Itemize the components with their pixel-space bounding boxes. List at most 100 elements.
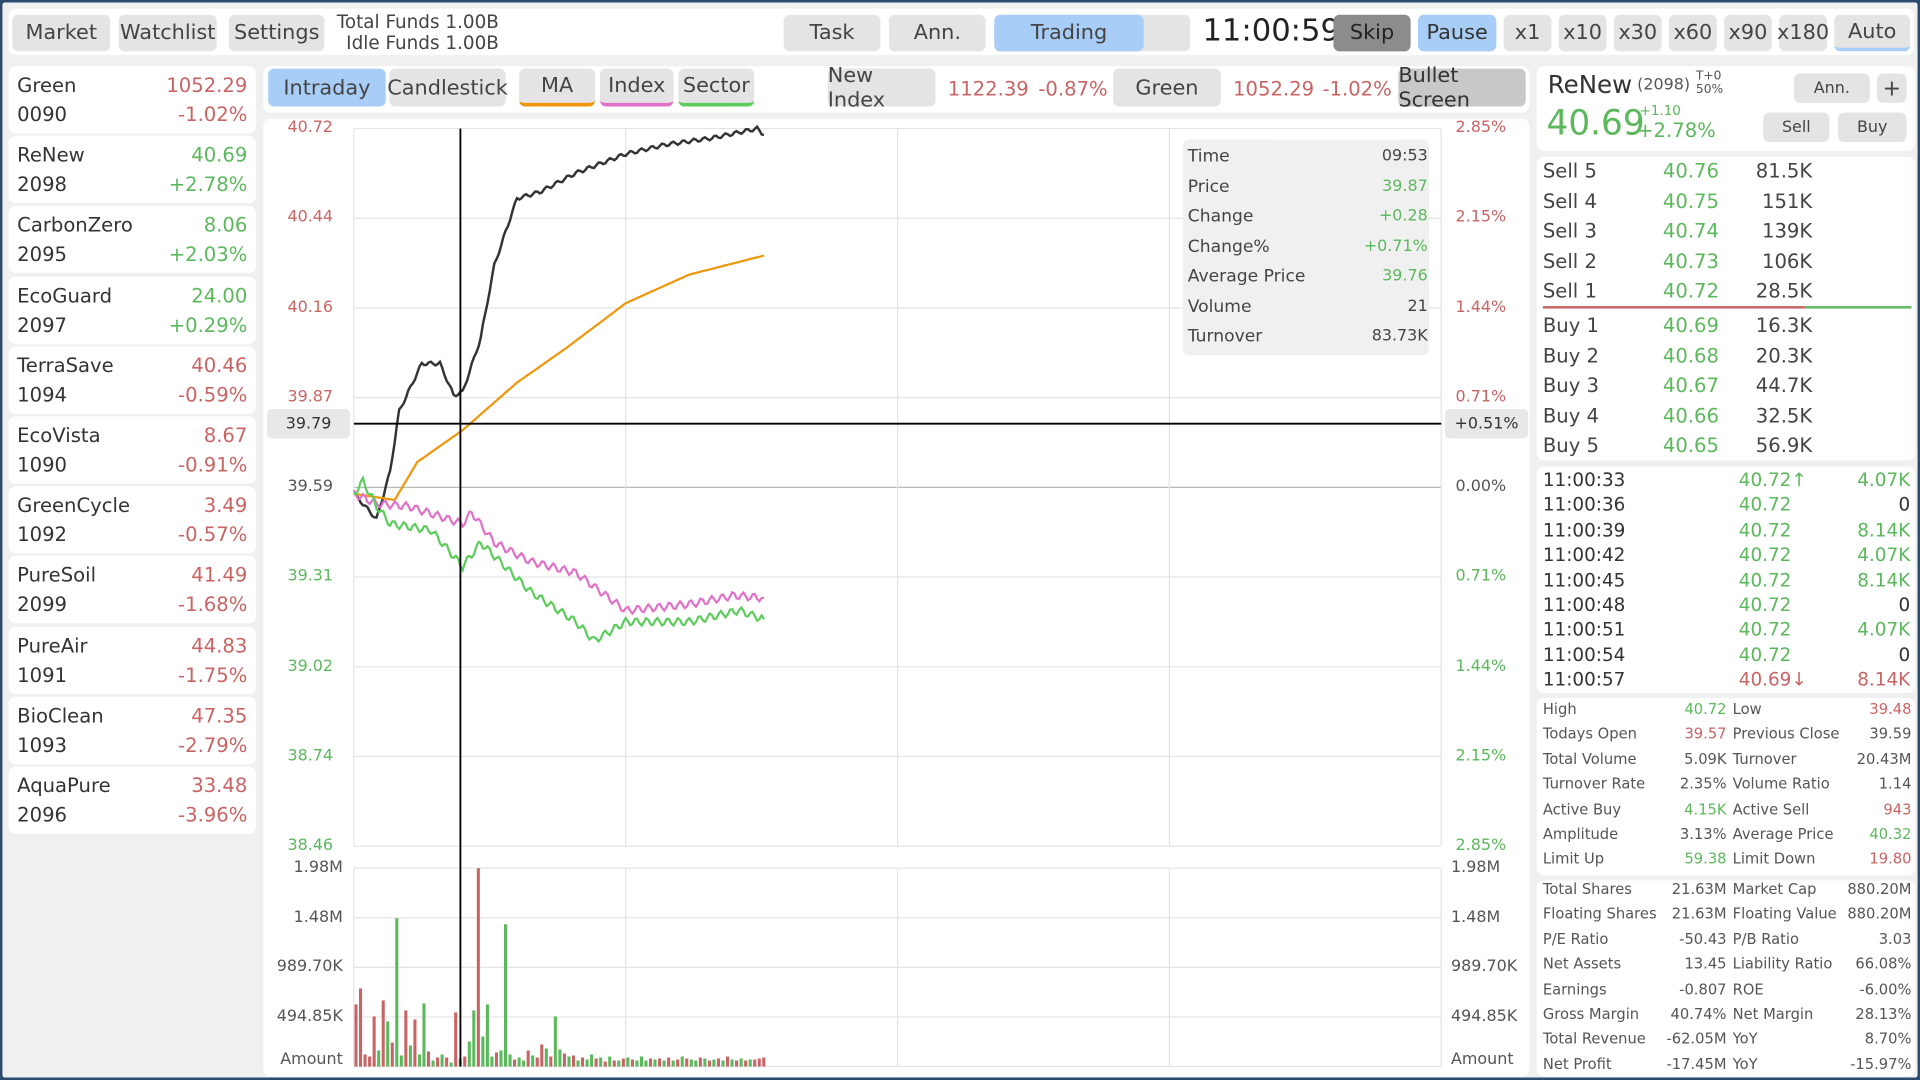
volume-bar (716, 1058, 721, 1067)
bid-row[interactable]: Buy 1 40.69 16.3K (1543, 313, 1910, 342)
watchlist-button[interactable]: Watchlist (118, 14, 217, 52)
pause-button[interactable]: Pause (1417, 14, 1497, 52)
volume-bar (571, 1055, 576, 1067)
fundamental-value: -0.807 (1679, 980, 1727, 998)
tick-time: 11:00:33 (1542, 468, 1626, 492)
toggle-ma[interactable]: MA (519, 68, 596, 107)
stock-code: 1093 (17, 733, 68, 757)
task-button[interactable]: Task (783, 14, 881, 52)
stat-value: 20.43M (1856, 750, 1912, 768)
watchlist-item[interactable]: EcoVista 8.67 1090 -0.91% (8, 416, 256, 484)
stock-price: 33.48 (191, 773, 248, 798)
buy-button[interactable]: Buy (1837, 112, 1907, 143)
watchlist-item[interactable]: CarbonZero 8.06 2095 +2.03% (8, 206, 256, 274)
ask-row[interactable]: Sell 4 40.75 151K (1543, 189, 1910, 218)
watchlist-item[interactable]: PureSoil 41.49 2099 -1.68% (8, 556, 256, 624)
fundamental-row: Market Cap 880.20M (1733, 880, 1912, 904)
pct-tick-label: 2.85% (1455, 118, 1507, 138)
watchlist-item[interactable]: Green 1052.29 0090 -1.02% (8, 66, 256, 134)
volume-bar (698, 1057, 702, 1067)
stat-row: Volume Ratio 1.14 (1733, 775, 1912, 799)
stock-name: AquaPure (17, 773, 111, 798)
watchlist-item[interactable]: AquaPure 33.48 2096 -3.96% (8, 766, 256, 834)
tick-price: 40.72 (1738, 643, 1792, 666)
watchlist-item[interactable]: GreenCycle 3.49 1092 -0.57% (8, 486, 256, 554)
volume-bar (431, 1060, 435, 1067)
watchlist-item[interactable]: BioClean 47.35 1093 -2.79% (8, 696, 256, 764)
trading-button[interactable]: Trading (994, 14, 1144, 52)
ask-row[interactable]: Sell 1 40.72 28.5K (1543, 280, 1910, 309)
bid-row[interactable]: Buy 5 40.65 56.9K (1543, 434, 1910, 463)
level-price: 40.68 (1662, 343, 1719, 367)
level-label: Sell 3 (1542, 219, 1597, 243)
tooltip-row: Time 09:53 (1188, 147, 1428, 176)
tab-intraday[interactable]: Intraday (268, 68, 386, 107)
volume-bar (721, 1060, 725, 1067)
volume-bar (535, 1057, 539, 1067)
stock-name: GreenCycle (17, 493, 131, 517)
bid-row[interactable]: Buy 4 40.66 32.5K (1543, 404, 1910, 433)
volume-bar (635, 1060, 639, 1067)
level-price: 40.69 (1662, 313, 1719, 337)
watchlist-item[interactable]: EcoGuard 24.00 2097 +0.29% (8, 276, 256, 344)
ann-button[interactable]: Ann. (888, 14, 986, 52)
stock-change: +1.10 (1639, 102, 1681, 119)
stat-row: Todays Open 39.57 (1543, 725, 1727, 749)
add-watchlist-button[interactable]: + (1877, 73, 1907, 103)
sell-button[interactable]: Sell (1763, 112, 1830, 143)
ma-line (353, 254, 765, 502)
buy-ratio-bar (1804, 306, 1912, 309)
tooltip-value: 21 (1407, 296, 1428, 316)
volume-bar (671, 1060, 675, 1067)
stock-ann-button[interactable]: Ann. (1793, 73, 1870, 103)
volume-bar (694, 1060, 698, 1067)
pct-tick-label: 1.44% (1455, 656, 1507, 676)
price-tick-label: 40.44 (287, 208, 334, 227)
ask-row[interactable]: Sell 2 40.73 106K (1543, 250, 1910, 279)
toggle-sector[interactable]: Sector (678, 68, 755, 107)
tooltip-label: Turnover (1187, 326, 1263, 347)
watchlist-item[interactable]: TerraSave 40.46 1094 -0.59% (8, 346, 256, 414)
level-volume: 139K (1762, 219, 1813, 243)
ask-row[interactable]: Sell 3 40.74 139K (1543, 219, 1910, 248)
stat-value: 2.35% (1679, 775, 1727, 793)
bid-row[interactable]: Buy 3 40.67 44.7K (1543, 374, 1910, 403)
stock-change: -3.96% (178, 803, 248, 827)
ask-row[interactable]: Sell 5 40.76 81.5K (1543, 159, 1910, 188)
tab-candlestick[interactable]: Candlestick (387, 68, 508, 107)
speed-x10-button[interactable]: x10 (1558, 14, 1607, 52)
skip-button[interactable]: Skip (1333, 14, 1411, 52)
speed-x180-button[interactable]: x180 (1777, 14, 1829, 52)
toggle-index[interactable]: Index (600, 68, 674, 107)
bid-row[interactable]: Buy 2 40.68 20.3K (1543, 344, 1910, 373)
fundamental-row: YoY 8.70% (1733, 1030, 1912, 1054)
speed-x1-button[interactable]: x1 (1503, 14, 1552, 52)
stock-name: PureAir (17, 633, 88, 658)
volume-bar (399, 1055, 403, 1067)
stat-label: Limit Down (1732, 850, 1816, 868)
stock-code: 1092 (17, 523, 68, 547)
auto-button[interactable]: Auto (1834, 14, 1911, 52)
settings-button[interactable]: Settings (228, 14, 325, 52)
speed-x90-button[interactable]: x90 (1724, 14, 1772, 52)
watchlist-item[interactable]: ReNew 40.69 2098 +2.78% (8, 136, 256, 204)
watchlist-item[interactable]: PureAir 44.83 1091 -1.75% (8, 626, 256, 694)
volume-bar (608, 1056, 612, 1067)
tick-volume: 0 (1898, 493, 1911, 516)
level-volume: 32.5K (1755, 403, 1813, 428)
speed-x30-button[interactable]: x30 (1613, 14, 1662, 52)
stock-code: 2097 (17, 312, 68, 337)
pct-tick-label: 0.71% (1455, 387, 1507, 407)
stat-label: High (1542, 700, 1577, 718)
fundamental-label: Net Profit (1542, 1055, 1612, 1073)
volume-bar (726, 1056, 730, 1067)
volume-bar (513, 1059, 517, 1067)
speed-x60-button[interactable]: x60 (1668, 14, 1717, 52)
green-index-button[interactable]: Green (1113, 68, 1221, 107)
fundamental-value: 880.20M (1847, 880, 1912, 898)
tick-price: 40.69↓ (1738, 668, 1807, 691)
market-button[interactable]: Market (12, 14, 111, 52)
level-volume: 16.3K (1755, 313, 1813, 337)
tick-time: 11:00:42 (1542, 543, 1626, 566)
